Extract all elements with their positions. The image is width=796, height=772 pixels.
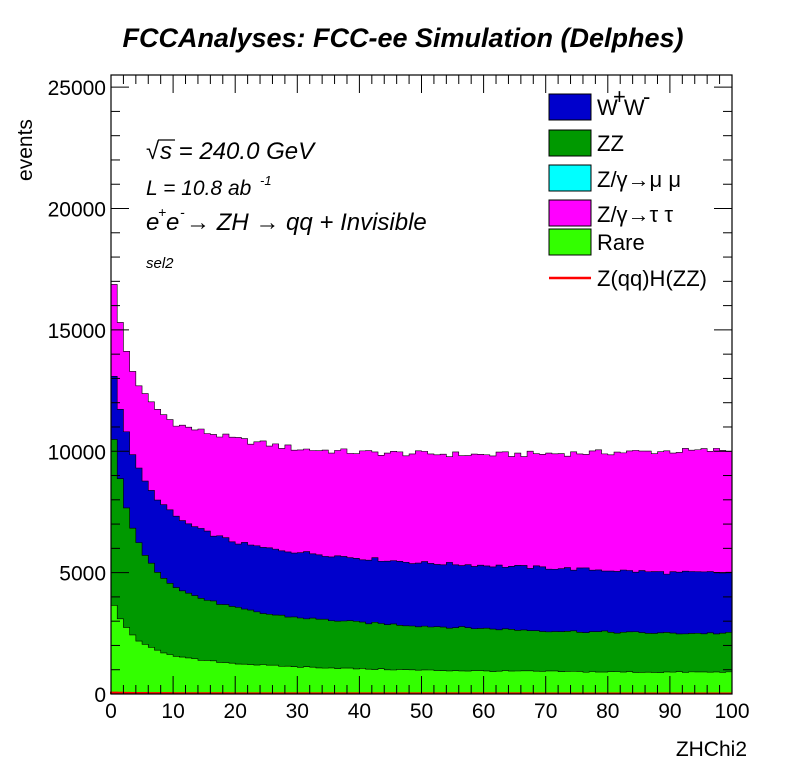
x-tick-label: 30 <box>286 700 309 723</box>
y-tick-label: 20000 <box>48 199 106 222</box>
x-tick-label: 10 <box>161 700 184 723</box>
legend-label-ztautau: Z/γ→τ τ <box>597 202 673 227</box>
annotation-lumi: L = 10.8 ab -1 <box>146 173 272 200</box>
process-eminus: - <box>180 204 185 220</box>
histogram-zz <box>110 439 733 695</box>
process-label: e e → ZH → qq + Invisible <box>146 209 427 236</box>
legend-swatch-zz <box>548 129 592 157</box>
y-tick-label: 10000 <box>48 441 106 464</box>
x-tick-label: 90 <box>658 700 681 723</box>
legend-swatch-ztautau <box>548 199 592 227</box>
process-eplus: + <box>158 204 166 220</box>
x-tick-label: 60 <box>472 700 495 723</box>
lumi-label: L = 10.8 ab <box>146 177 252 200</box>
annotation-sqrt-s: √ s = 240.0 GeV <box>146 138 316 165</box>
legend-ww-sup-plus: + <box>613 84 626 109</box>
x-tick-label: 100 <box>714 700 749 723</box>
plot-frame <box>110 74 733 695</box>
sqrt-s-label: s = 240.0 GeV <box>160 138 316 165</box>
sqrt-symbol: √ <box>146 138 160 165</box>
legend-label-ww: W W <box>597 95 645 120</box>
legend-label-rare: Rare <box>597 230 645 255</box>
legend-label-zz: ZZ <box>597 131 624 156</box>
x-tick-label: 20 <box>224 700 247 723</box>
legend-swatch-rare <box>548 228 592 256</box>
annotation-process: e e → ZH → qq + Invisible + - <box>146 204 427 236</box>
y-tick-label: 25000 <box>48 77 106 100</box>
y-tick-label: 15000 <box>48 320 106 343</box>
x-tick-label: 50 <box>410 700 433 723</box>
x-tick-label: 70 <box>534 700 557 723</box>
axis-tick-labels: 0 10 20 30 40 50 60 70 80 90 100 0 5000 10000 15000 200… <box>48 77 750 723</box>
x-tick-label: 0 <box>105 700 117 723</box>
y-axis-title: events <box>14 119 37 181</box>
lumi-exponent: -1 <box>260 173 272 188</box>
chart-title: FCCAnalyses: FCC-ee Simulation (Delphes) <box>122 23 683 53</box>
x-tick-label: 40 <box>348 700 371 723</box>
legend: W W + - ZZ Z/γ→μ μ Z/γ→τ τ Rare Z(qq)H(Z… <box>548 84 707 291</box>
legend-swatch-zmumu <box>548 164 592 192</box>
legend-swatch-ww <box>548 93 592 121</box>
y-tick-label: 5000 <box>59 563 106 586</box>
histogram-rare <box>110 605 733 695</box>
legend-label-signal: Z(qq)H(ZZ) <box>597 266 707 291</box>
selection-label: sel2 <box>146 255 174 272</box>
legend-label-zmumu: Z/γ→μ μ <box>597 167 681 192</box>
x-axis-title: ZHChi2 <box>676 738 747 761</box>
y-tick-label: 0 <box>94 684 106 707</box>
legend-ww-sup-minus: - <box>643 84 650 109</box>
x-tick-label: 80 <box>596 700 619 723</box>
